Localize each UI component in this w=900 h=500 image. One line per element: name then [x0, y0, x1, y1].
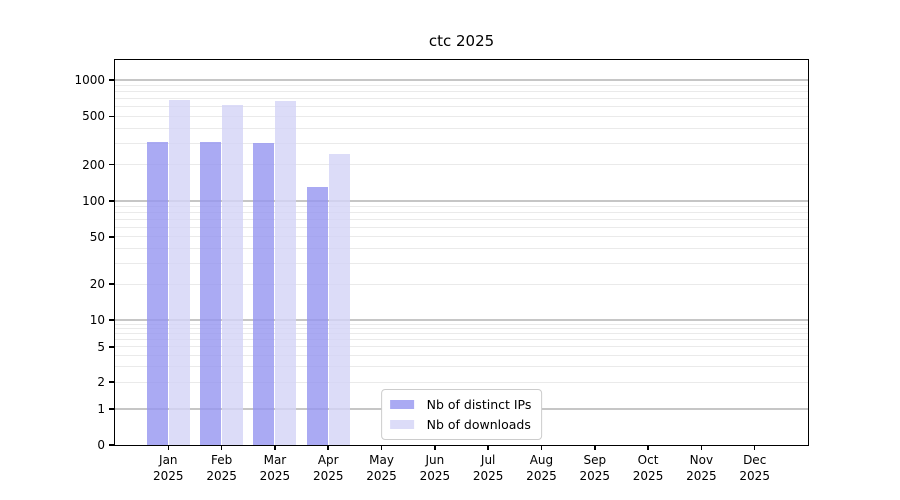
y-tick-label: 2: [97, 375, 105, 390]
y-tick-label: 500: [82, 109, 105, 124]
x-tick-mark: [753, 445, 756, 450]
gridline-minor: [115, 346, 808, 348]
gridline-minor: [115, 212, 808, 214]
y-tick-mark: [108, 408, 114, 410]
x-tick-mark: [274, 445, 276, 450]
y-tick-mark: [108, 381, 114, 383]
gridline-minor: [115, 323, 808, 325]
gridline-minor: [115, 164, 808, 166]
bars-layer: [115, 60, 808, 445]
bar-distinct-ips: [253, 143, 275, 445]
gridline-minor: [115, 283, 808, 285]
x-tick-mark: [487, 445, 489, 450]
gridline-minor: [115, 115, 808, 117]
x-tick-label: May 2025: [366, 453, 397, 483]
gridline-major: [115, 79, 808, 81]
x-tick-label: Sep 2025: [579, 453, 611, 483]
y-tick-mark: [108, 319, 114, 321]
legend-swatch: [389, 420, 414, 429]
plot-area: ctc 2025 0 1 2 5 10 20 50 100 200 500 1000 Jan 2025…: [74, 32, 809, 483]
y-tick-label: 1000: [74, 73, 105, 87]
bar-downloads: [275, 101, 297, 445]
x-tick-label: Jan 2025: [153, 453, 184, 483]
x-tick-label: Aug 2025: [526, 453, 557, 483]
x-tick-label: Jul 2025: [472, 453, 504, 483]
x-tick-label: Nov 2025: [686, 453, 717, 483]
gridline-minor: [115, 262, 808, 264]
y-tick-mark: [108, 283, 114, 285]
x-tick-label: Mar 2025: [259, 453, 291, 483]
gridline-minor: [115, 247, 808, 249]
legend-swatch: [389, 400, 414, 409]
x-tick-label: Jun 2025: [419, 453, 451, 483]
x-tick-mark: [327, 445, 329, 450]
legend-label: Nb of downloads: [426, 417, 531, 432]
gridline-minor: [115, 218, 808, 220]
legend-item: Nb of downloads: [389, 417, 532, 432]
x-axis: Jan 2025 Feb 2025 Mar 2025 Apr 2025 May 2025 Jun 20…: [115, 60, 808, 483]
x-tick-mark: [434, 445, 436, 450]
x-tick-mark: [647, 445, 649, 450]
bar-downloads: [328, 153, 350, 445]
x-tick-mark: [380, 445, 383, 450]
x-tick-label: Apr 2025: [312, 453, 344, 483]
legend: Nb of distinct IPs Nb of downloads: [380, 389, 543, 440]
gridline-minor: [115, 91, 808, 93]
gridline-major: [115, 319, 808, 321]
bar-distinct-ips: [306, 187, 328, 445]
y-tick-mark: [108, 236, 114, 238]
gridline-minor: [115, 333, 808, 335]
y-tick-mark: [108, 200, 114, 202]
gridlines-layer: [115, 60, 808, 445]
x-tick-label: Oct 2025: [632, 453, 664, 483]
gridline-minor: [115, 226, 808, 228]
gridline-minor: [115, 354, 808, 356]
y-tick-label: 0: [97, 438, 105, 452]
y-tick-label: 200: [82, 157, 105, 172]
legend-label: Nb of distinct IPs: [426, 397, 532, 412]
y-tick-label: 5: [97, 339, 105, 354]
legend-item: Nb of distinct IPs: [389, 397, 532, 412]
gridline-minor: [115, 205, 808, 207]
gridline-minor: [115, 127, 808, 129]
y-tick-mark: [108, 79, 114, 81]
gridline-minor: [115, 236, 808, 238]
x-tick-label: Dec 2025: [739, 453, 770, 483]
y-tick-label: 100: [82, 194, 105, 208]
y-tick-mark: [108, 346, 114, 348]
gridline-minor: [115, 339, 808, 341]
x-tick-mark: [167, 445, 170, 450]
y-tick-mark: [108, 115, 114, 118]
gridline-minor: [115, 328, 808, 330]
gridline-minor: [115, 366, 808, 368]
y-tick-label: 20: [89, 277, 105, 292]
y-axis: 0 1 2 5 10 20 50 100 200 500 1000: [74, 60, 808, 452]
y-tick-label: 50: [89, 229, 105, 244]
bar-downloads: [222, 105, 244, 445]
gridline-minor: [115, 85, 808, 87]
y-tick-mark: [108, 163, 114, 166]
y-tick-mark: [108, 444, 114, 446]
gridline-major: [115, 200, 808, 202]
bar-downloads: [168, 99, 190, 445]
gridline-minor: [115, 381, 808, 383]
x-tick-mark: [540, 445, 543, 450]
x-tick-label: Feb 2025: [206, 453, 237, 483]
y-tick-label: 10: [89, 313, 105, 327]
x-tick-mark: [700, 445, 703, 450]
x-tick-mark: [220, 445, 223, 450]
gridline-minor: [115, 106, 808, 108]
bar-distinct-ips: [200, 141, 222, 445]
y-tick-label: 1: [97, 402, 105, 416]
bar-distinct-ips: [146, 142, 168, 445]
x-tick-mark: [594, 445, 596, 450]
gridline-minor: [115, 142, 808, 144]
gridline-minor: [115, 98, 808, 100]
chart-title: ctc 2025: [428, 32, 495, 50]
